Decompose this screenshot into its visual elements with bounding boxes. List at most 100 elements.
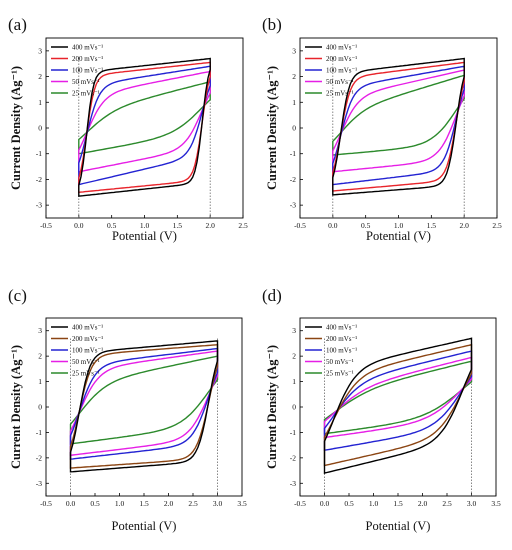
y-tick-label: -1: [290, 428, 296, 437]
x-axis-label: Potential (V): [366, 519, 431, 533]
cv-curve: [332, 65, 465, 186]
x-tick-label: 1.0: [369, 499, 379, 508]
legend-entry: 400 mVs⁻¹: [72, 324, 103, 332]
legend-entry: 25 mVs⁻¹: [326, 90, 354, 98]
y-tick-label: 3: [38, 46, 42, 55]
x-tick-label: 2.0: [205, 221, 215, 230]
cv-curve: [332, 69, 465, 173]
legend-entry: 200 mVs⁻¹: [72, 55, 103, 63]
legend-entry: 25 mVs⁻¹: [72, 370, 100, 378]
x-tick-label: 1.5: [173, 221, 183, 230]
y-tick-label: -2: [290, 453, 296, 462]
x-tick-label: 1.0: [115, 499, 125, 508]
cv-curve: [323, 350, 473, 452]
y-tick-label: -3: [36, 201, 42, 210]
x-tick-label: -0.5: [294, 221, 306, 230]
legend-entry: 200 mVs⁻¹: [326, 55, 357, 63]
panel-d: (d) -0.5 0.0 0.5 1.0 1.5 2.0 2.5 3.0 3.5 -3 -2 -1 0 1 2…: [262, 286, 501, 533]
panel-label: (a): [8, 15, 27, 34]
y-axis-label: Current Density (Ag⁻¹): [265, 66, 279, 190]
x-tick-label: 0.5: [90, 499, 100, 508]
y-tick-label: 2: [292, 352, 296, 361]
x-tick-label: 1.0: [140, 221, 150, 230]
x-tick-label: 0.5: [107, 221, 117, 230]
y-tick-label: 0: [292, 403, 296, 412]
y-tick-label: -2: [36, 453, 42, 462]
x-tick-label: 2.5: [238, 221, 248, 230]
y-tick-label: 1: [38, 377, 42, 386]
y-tick-label: 2: [292, 72, 296, 81]
x-tick-label: 0.0: [66, 499, 76, 508]
legend-entry: 100 mVs⁻¹: [326, 347, 357, 355]
x-axis-label: Potential (V): [366, 229, 431, 243]
cv-curve: [332, 74, 465, 156]
x-tick-label: 2.5: [442, 499, 452, 508]
x-tick-label: 2.5: [492, 221, 502, 230]
legend-entry: 100 mVs⁻¹: [326, 67, 357, 75]
y-tick-label: 0: [292, 124, 296, 133]
x-tick-label: 1.5: [139, 499, 149, 508]
y-axis-label: Current Density (Ag⁻¹): [265, 345, 279, 469]
legend-entry: 400 mVs⁻¹: [72, 44, 103, 52]
y-tick-label: 2: [38, 352, 42, 361]
x-tick-label: 1.5: [393, 499, 403, 508]
panel-label: (d): [262, 286, 282, 305]
x-tick-label: 0.5: [361, 221, 371, 230]
legend-entry: 100 mVs⁻¹: [72, 67, 103, 75]
cv-curve: [323, 337, 473, 474]
cv-curve: [332, 61, 465, 192]
cv-curve: [78, 65, 211, 186]
cv-curve: [323, 343, 473, 467]
y-tick-label: -3: [36, 479, 42, 488]
x-tick-label: 3.0: [467, 499, 477, 508]
y-tick-label: 3: [292, 326, 296, 335]
legend-entry: 50 mVs⁻¹: [326, 78, 354, 86]
panel-a: (a) -0.5 0.0 0.5 1.0 1.5 2.0 2.5 -3 -2 -1 0 1 2 3 Poten…: [8, 15, 248, 243]
y-tick-label: -1: [290, 149, 296, 158]
x-tick-label: -0.5: [40, 499, 52, 508]
x-tick-label: 2.0: [459, 221, 469, 230]
y-tick-label: 0: [38, 124, 42, 133]
y-tick-label: -3: [290, 479, 296, 488]
x-tick-label: 3.5: [237, 499, 247, 508]
y-tick-label: 3: [292, 46, 296, 55]
legend-entry: 200 mVs⁻¹: [326, 335, 357, 343]
x-tick-label: 0.0: [74, 221, 84, 230]
panel-label: (c): [8, 286, 27, 305]
y-tick-label: -1: [36, 149, 42, 158]
x-tick-label: -0.5: [294, 499, 306, 508]
legend-entry: 25 mVs⁻¹: [326, 370, 354, 378]
cv-curve: [323, 356, 473, 439]
x-axis-label: Potential (V): [112, 229, 177, 243]
y-tick-label: 0: [38, 403, 42, 412]
panel-b: (b) -0.5 0.0 0.5 1.0 1.5 2.0 2.5 -3 -2 -1 0 1 2 3 Poten…: [262, 15, 502, 243]
y-tick-label: 2: [38, 72, 42, 81]
cv-curve: [78, 80, 211, 155]
legend-entry: 100 mVs⁻¹: [72, 347, 103, 355]
x-tick-label: 0.5: [344, 499, 354, 508]
y-tick-label: 3: [38, 326, 42, 335]
legend-entry: 50 mVs⁻¹: [72, 78, 100, 86]
legend-entry: 50 mVs⁻¹: [72, 358, 100, 366]
y-axis-label: Current Density (Ag⁻¹): [9, 66, 23, 190]
y-tick-label: 1: [292, 98, 296, 107]
x-tick-label: 3.0: [213, 499, 223, 508]
cv-curve: [69, 340, 219, 473]
cv-curve: [69, 343, 219, 469]
legend-entry: 400 mVs⁻¹: [326, 324, 357, 332]
x-axis-label: Potential (V): [112, 519, 177, 533]
x-tick-label: 2.0: [418, 499, 428, 508]
cv-curve: [332, 57, 465, 196]
cv-curve: [69, 347, 219, 460]
y-tick-label: -2: [290, 175, 296, 184]
plot-frame: [299, 317, 497, 497]
panel-c: (c) -0.5 0.0 0.5 1.0 1.5 2.0 2.5 3.0 3.5 -3 -2 -1 0 1 2…: [8, 286, 247, 533]
y-tick-label: 1: [38, 98, 42, 107]
cv-curve: [78, 70, 211, 173]
y-tick-label: -1: [36, 428, 42, 437]
x-tick-label: 3.5: [491, 499, 501, 508]
cv-curve: [78, 57, 211, 197]
legend-entry: 25 mVs⁻¹: [72, 90, 100, 98]
cv-curve: [69, 355, 219, 445]
